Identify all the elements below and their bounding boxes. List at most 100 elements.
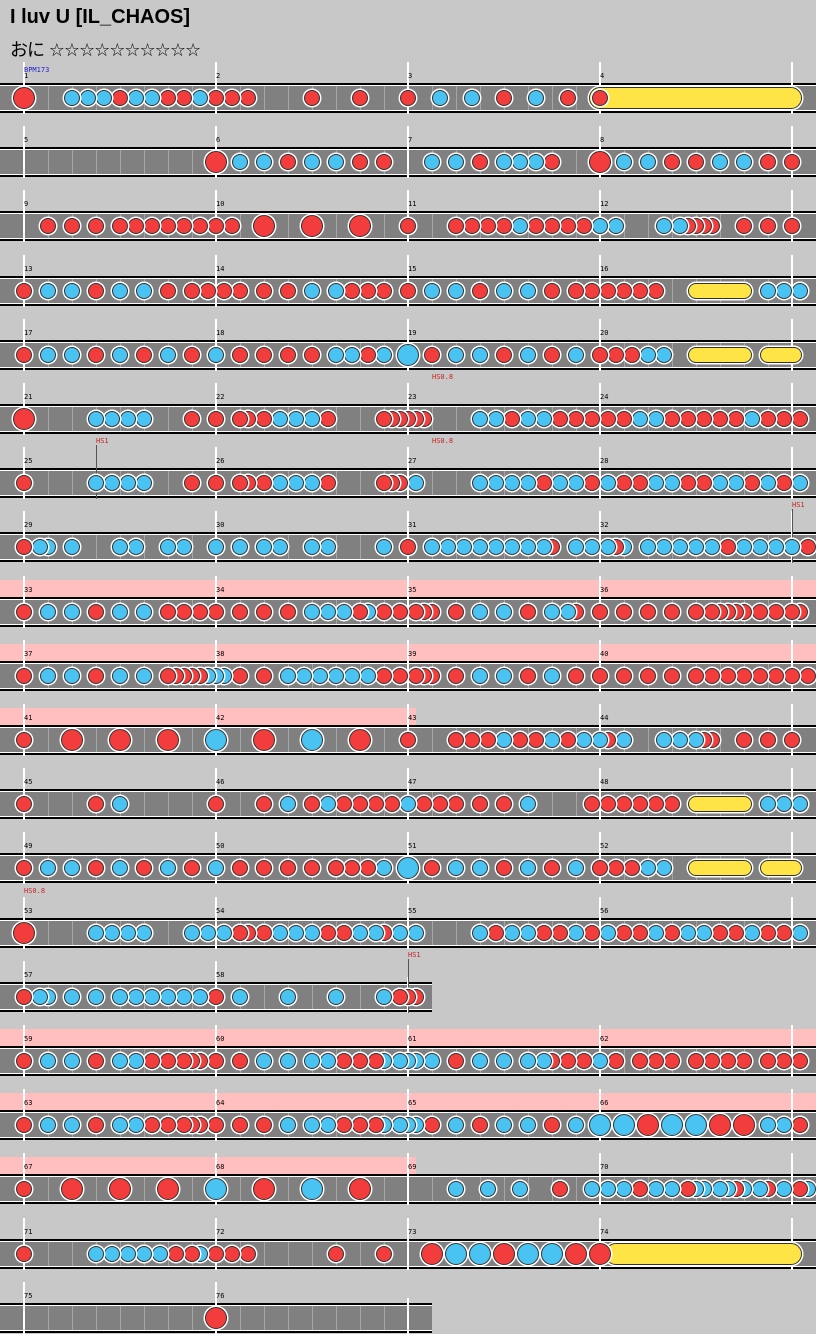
bar-line [791, 319, 793, 371]
don-note [464, 218, 480, 234]
don-note [760, 732, 776, 748]
don-note [800, 539, 816, 555]
beat-line [456, 86, 457, 110]
bar-line [407, 1218, 409, 1270]
don-note [224, 218, 240, 234]
beat-line [288, 214, 289, 238]
don-note [88, 1053, 104, 1069]
bar-line [407, 62, 409, 114]
ka-note [376, 347, 392, 363]
don-note [776, 411, 792, 427]
ka-note [496, 1117, 512, 1133]
don-note [424, 860, 440, 876]
measure-number: 12 [600, 200, 609, 208]
bar-line [23, 961, 25, 1013]
ka-note [104, 411, 120, 427]
measure-number: 10 [216, 200, 225, 208]
ka-note [376, 860, 392, 876]
don-note [88, 1117, 104, 1133]
don-note [208, 1053, 224, 1069]
beat-line [432, 471, 433, 495]
don-note [752, 604, 768, 620]
ka-note [512, 1181, 528, 1197]
ka-note [448, 283, 464, 299]
don-note [336, 1117, 352, 1133]
bar-line [23, 190, 25, 242]
beat-line [288, 1242, 289, 1266]
ka-note [752, 1181, 768, 1197]
ka-note [472, 411, 488, 427]
measure-number: 76 [216, 1292, 225, 1300]
beat-line [432, 407, 433, 431]
bar-line [791, 1025, 793, 1077]
measure-number: 16 [600, 265, 609, 273]
ka-note [312, 668, 328, 684]
don-note [680, 1181, 696, 1197]
don-note [256, 347, 272, 363]
beat-line [48, 1242, 49, 1266]
measure-number: 53 [24, 907, 33, 915]
don-note [160, 1053, 176, 1069]
ka-note [584, 1181, 600, 1197]
don-note [784, 668, 800, 684]
measure-row: 1 2 3 4 BPM173 [0, 62, 816, 114]
ka-note [408, 925, 424, 941]
measure-number: 50 [216, 842, 225, 850]
don-note [664, 411, 680, 427]
ka-note [40, 604, 56, 620]
ka-note [520, 411, 536, 427]
ka-note [64, 1053, 80, 1069]
ka-note [192, 989, 208, 1005]
don-note [568, 668, 584, 684]
bar-line [599, 1025, 601, 1077]
don-note [16, 283, 32, 299]
beat-line [72, 792, 73, 816]
ka-note [64, 90, 80, 106]
ka-note [120, 1246, 136, 1262]
don-note [784, 218, 800, 234]
ka-note [648, 475, 664, 491]
ka-note [432, 90, 448, 106]
don-note [360, 283, 376, 299]
ka-note [640, 347, 656, 363]
don-note [664, 604, 680, 620]
don-note [664, 925, 680, 941]
don-note [664, 668, 680, 684]
don-big-note [253, 1178, 275, 1200]
don-note [256, 860, 272, 876]
don-note [424, 347, 440, 363]
don-note [344, 283, 360, 299]
ka-note [328, 283, 344, 299]
ka-note [768, 539, 784, 555]
don-note [768, 604, 784, 620]
ka-note [480, 1181, 496, 1197]
ka-note [128, 989, 144, 1005]
ka-note [752, 539, 768, 555]
don-note [280, 604, 296, 620]
don-note [256, 283, 272, 299]
ka-note [96, 90, 112, 106]
bar-line [407, 126, 409, 178]
ka-note [568, 475, 584, 491]
don-big-note [61, 1178, 83, 1200]
don-note [144, 218, 160, 234]
ka-note [760, 1117, 776, 1133]
bar-line [215, 255, 217, 307]
beat-line [456, 471, 457, 495]
don-note [184, 347, 200, 363]
beat-line [48, 792, 49, 816]
ka-note [320, 604, 336, 620]
measure-number: 35 [408, 586, 417, 594]
ka-note [376, 989, 392, 1005]
measure-number: 19 [408, 329, 417, 337]
don-note [648, 796, 664, 812]
don-note [784, 604, 800, 620]
don-note [40, 218, 56, 234]
don-note [128, 218, 144, 234]
don-note [688, 604, 704, 620]
beat-line [264, 86, 265, 110]
don-note [256, 1117, 272, 1133]
don-note [232, 925, 248, 941]
ka-note [120, 475, 136, 491]
beat-line [456, 921, 457, 945]
